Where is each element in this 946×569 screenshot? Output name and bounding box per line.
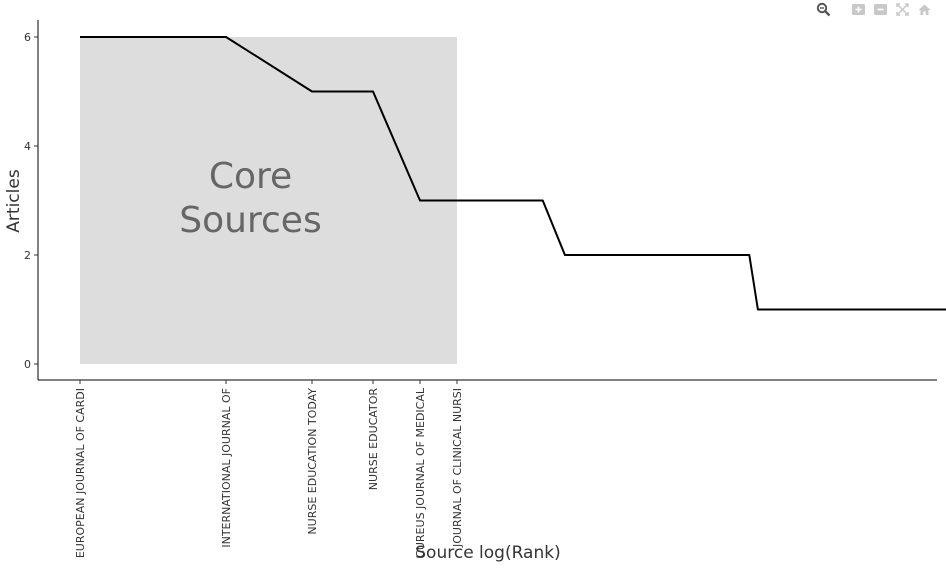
reset-axes-icon [918, 4, 931, 15]
x-axis-title: Source log(Rank) [415, 543, 560, 563]
x-tick-label: JOURNAL OF CLINICAL NURSI [451, 388, 464, 548]
y-tick-label: 0 [24, 358, 31, 371]
zoom-in-button[interactable] [851, 2, 866, 17]
y-tick-label: 6 [24, 31, 31, 44]
core-zone-label: Sources [179, 200, 321, 241]
y-tick-label: 4 [24, 140, 31, 153]
zoom-icon [816, 2, 831, 17]
y-tick-label: 2 [24, 249, 31, 262]
reset-axes-button[interactable] [917, 2, 932, 17]
series-line [80, 36, 946, 311]
x-tick-label: NURSE EDUCATION TODAY [306, 388, 319, 535]
zoom-out-icon [874, 4, 887, 15]
y-axis-title: Articles [4, 169, 24, 233]
modebar-toolbar [816, 2, 932, 17]
x-tick-label: CUREUS JOURNAL OF MEDICAL [414, 387, 427, 558]
autoscale-icon [896, 3, 909, 16]
zoom-in-icon [852, 4, 865, 15]
core-zone-label: Core [209, 156, 292, 197]
zoom-button[interactable] [816, 2, 831, 17]
x-tick-label: NURSE EDUCATOR [367, 388, 380, 491]
axes: 0 2 4 6 EUROPEAN JOURNAL OF CARDI INTERNATION… [24, 20, 937, 558]
x-tick-label: EUROPEAN JOURNAL OF CARDI [74, 388, 87, 558]
x-tick-label: INTERNATIONAL JOURNAL OF [220, 388, 233, 548]
zoom-out-button[interactable] [873, 2, 888, 17]
autoscale-button[interactable] [895, 2, 910, 17]
core-sources-zone [80, 37, 457, 364]
